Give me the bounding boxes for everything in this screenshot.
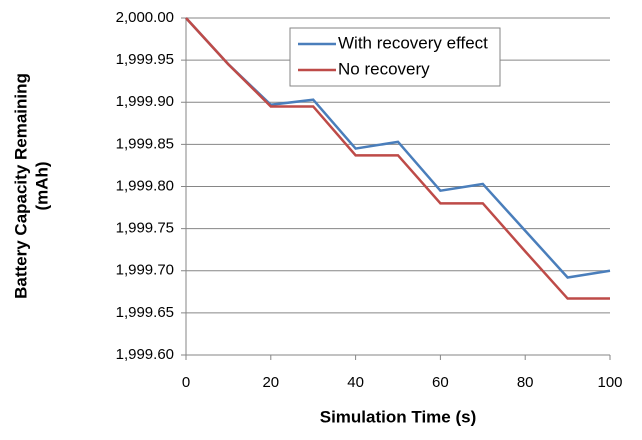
series-line bbox=[185, 17, 610, 300]
x-tick-label: 80 bbox=[517, 374, 534, 391]
y-tick-label: 1,999.90 bbox=[116, 93, 174, 110]
y-tick-label: 2,000.00 bbox=[116, 9, 174, 26]
y-tick-label: 1,999.60 bbox=[116, 346, 174, 363]
x-tick-label: 100 bbox=[597, 374, 622, 391]
x-tick-label: 60 bbox=[432, 374, 449, 391]
legend-label: No recovery bbox=[338, 59, 430, 78]
legend-box bbox=[289, 27, 501, 87]
y-tick-label: 1,999.65 bbox=[116, 304, 174, 321]
y-tick-label: 1,999.95 bbox=[116, 51, 174, 68]
x-tick-label: 0 bbox=[182, 374, 190, 391]
legend-label: With recovery effect bbox=[338, 33, 488, 52]
y-tick-label: 1,999.75 bbox=[116, 220, 174, 237]
y-axis-title: (mAh) bbox=[32, 161, 51, 210]
x-tick-label: 40 bbox=[347, 374, 364, 391]
x-axis-title: Simulation Time (s) bbox=[320, 407, 477, 426]
y-tick-label: 1,999.80 bbox=[116, 177, 174, 194]
x-tick-label: 20 bbox=[262, 374, 279, 391]
y-axis-title: Battery Capacity Remaining bbox=[11, 73, 30, 299]
y-tick-label: 1,999.70 bbox=[116, 262, 174, 279]
y-tick-label: 1,999.85 bbox=[116, 135, 174, 152]
